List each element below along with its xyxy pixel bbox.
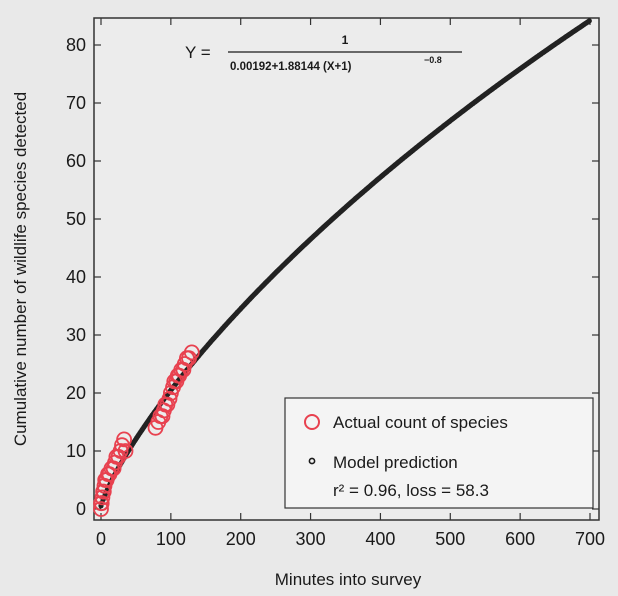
y-tick-label: 40	[66, 267, 86, 287]
x-tick-label: 500	[435, 529, 465, 549]
y-tick-label: 20	[66, 383, 86, 403]
y-axis-label: Cumulative number of wildlife species de…	[11, 92, 30, 446]
equation-lhs: Y =	[185, 43, 211, 62]
actual-count-point	[112, 443, 129, 459]
legend-actual-label: Actual count of species	[333, 413, 508, 432]
legend-box	[284, 397, 594, 509]
legend-actual-marker	[304, 414, 320, 430]
y-tick-label: 30	[66, 325, 86, 345]
legend: Actual count of species Model prediction…	[284, 397, 594, 509]
legend-model-label: Model prediction	[333, 453, 458, 472]
equation-numerator: 1	[342, 33, 349, 47]
actual-count-point	[117, 443, 134, 459]
actual-count-point	[116, 431, 132, 448]
x-axis-label: Minutes into survey	[275, 570, 422, 589]
model-equation: Y = 1 0.00192+1.88144 (X+1) −0.8	[185, 33, 462, 73]
x-tick-label: 200	[226, 529, 256, 549]
y-tick-label: 50	[66, 209, 86, 229]
legend-model-marker	[308, 457, 316, 465]
axis-ticks: 0 100 200 300 400 500 600 700 0 10 20 30 40 50 60 70 80	[66, 18, 605, 549]
actual-count-point	[95, 483, 112, 500]
fit-statistics: r² = 0.96, loss = 58.3	[333, 481, 489, 500]
equation-denominator: 0.00192+1.88144 (X+1)	[230, 61, 352, 73]
actual-count-point	[93, 501, 109, 517]
y-tick-label: 0	[76, 499, 86, 519]
y-tick-label: 10	[66, 441, 86, 461]
equation-exponent: −0.8	[424, 55, 442, 65]
x-tick-label: 100	[156, 529, 186, 549]
model-prediction-point	[586, 18, 592, 24]
x-tick-label: 600	[505, 529, 535, 549]
x-tick-label: 300	[296, 529, 326, 549]
x-tick-label: 400	[365, 529, 395, 549]
actual-count-point	[161, 390, 178, 407]
actual-count-point	[183, 344, 200, 361]
x-tick-label: 700	[575, 529, 605, 549]
actual-count-point	[94, 489, 111, 506]
y-tick-label: 80	[66, 35, 86, 55]
actual-count-point	[93, 495, 110, 512]
x-tick-label: 0	[96, 529, 106, 549]
actual-count-series	[93, 344, 200, 517]
y-tick-label: 60	[66, 151, 86, 171]
y-tick-label: 70	[66, 93, 86, 113]
